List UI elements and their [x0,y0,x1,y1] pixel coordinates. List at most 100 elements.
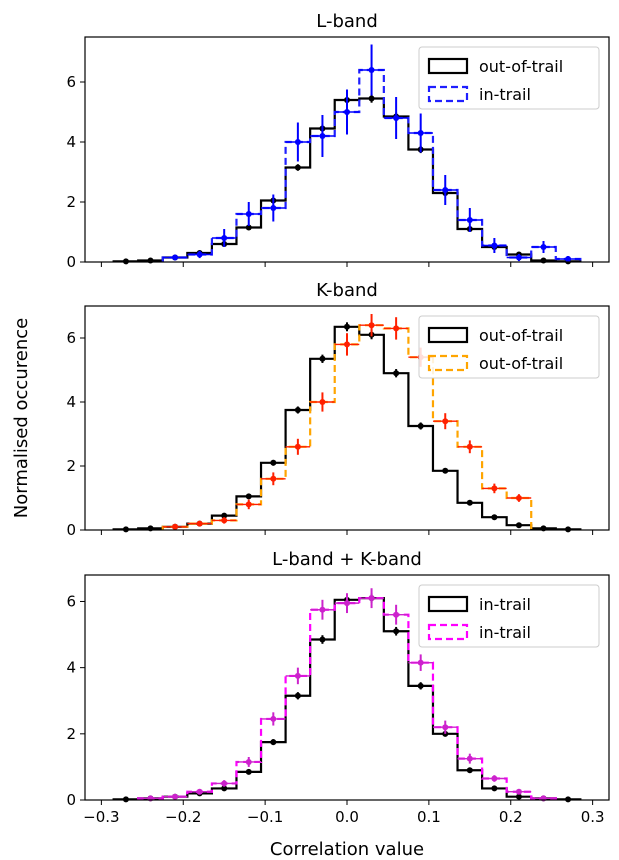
data-point [294,692,301,699]
data-point [319,355,326,362]
data-point [319,636,326,643]
data-point [515,522,522,529]
series-solid [112,322,582,533]
data-point [515,495,522,501]
panel-1: L-band 0 2 4 6 out-of-trail in-trail [66,11,610,271]
data-point [122,796,129,803]
data-point [417,659,424,666]
y-axis-label: Normalised occurence [11,318,32,518]
data-point [393,115,400,121]
x-tick-label: 0.3 [581,808,605,826]
data-point [245,224,252,231]
legend-box [418,584,600,648]
data-point [491,785,498,792]
data-point [466,499,473,506]
legend-swatch [427,623,469,641]
y-tick-label: 2 [66,193,76,211]
y-tick-label: 0 [66,253,76,271]
legend-swatch [427,85,469,103]
legend-swatch [427,57,469,75]
series-dashed [161,44,582,262]
data-point [417,423,424,429]
data-point [122,526,129,533]
data-point [172,793,179,800]
legend: in-trail in-trail [418,584,600,648]
data-point [270,739,277,746]
data-point [442,418,449,425]
axes-frame [84,574,610,801]
x-tick-label: −0.2 [165,808,201,826]
data-point [196,788,203,795]
legend-box [418,46,600,110]
data-point [491,485,498,492]
panel-3: L-band + K-band −0.3 −0.2 −0.1 0.0 0.1 0.2 0.3 0… [66,549,610,860]
y-tick-label: 0 [66,521,76,539]
data-point [245,768,252,775]
panel-title: K-band [316,280,378,301]
data-point [196,251,203,258]
legend-swatch [427,354,469,372]
panel-2: K-band 0 2 4 6 out-of-trail out-of-trail [66,280,610,539]
data-point [245,501,252,508]
data-point [393,370,400,377]
data-point [368,67,375,73]
legend-label: in-trail [479,85,531,104]
x-axis-label: Correlation value [270,839,424,860]
data-point [442,187,449,193]
x-tick-label: 0.0 [335,808,359,826]
data-point [540,257,547,264]
data-point [466,755,473,762]
data-point [466,443,473,450]
legend-box [418,315,600,379]
y-tick-label: 4 [66,393,76,411]
data-point [147,257,154,264]
data-point [294,139,301,145]
data-point [270,715,277,722]
data-point [491,242,498,249]
data-point [294,443,301,450]
data-point [245,493,252,500]
x-tick-label: −0.3 [83,808,119,826]
data-point [294,672,301,679]
data-point [122,258,129,265]
data-point [368,95,375,102]
x-tick-label: 0.2 [499,808,523,826]
y-tick-label: 6 [66,592,76,610]
data-point [466,767,473,774]
data-point [466,217,473,223]
data-point [491,514,498,521]
data-point [540,244,547,250]
data-point [565,796,572,803]
legend: out-of-trail in-trail [418,46,600,110]
legend-label: in-trail [479,623,531,642]
data-point [344,341,350,348]
data-point [515,788,522,795]
axes-frame [84,305,610,531]
y-tick-label: 4 [66,659,76,677]
y-tick-label: 6 [66,329,76,347]
data-point [417,682,424,689]
y-tick-label: 2 [66,457,76,475]
series-dashed [161,314,533,530]
y-tick-label: 0 [66,791,76,809]
data-point [270,205,277,211]
data-point [270,459,277,466]
data-point [442,724,449,731]
data-point [172,254,179,261]
data-point [221,517,228,524]
data-point [442,467,449,474]
data-point [172,523,179,530]
data-point [245,758,252,765]
y-tick-label: 2 [66,725,76,743]
legend-label: out-of-trail [479,326,563,345]
data-point [393,628,400,635]
data-point [368,595,375,602]
data-point [393,611,400,618]
data-point [417,130,424,136]
panel-title: L-band [316,11,378,32]
y-tick-label: 6 [66,73,76,91]
legend-label: out-of-trail [479,57,563,76]
data-point [221,235,228,241]
data-point [368,322,375,329]
